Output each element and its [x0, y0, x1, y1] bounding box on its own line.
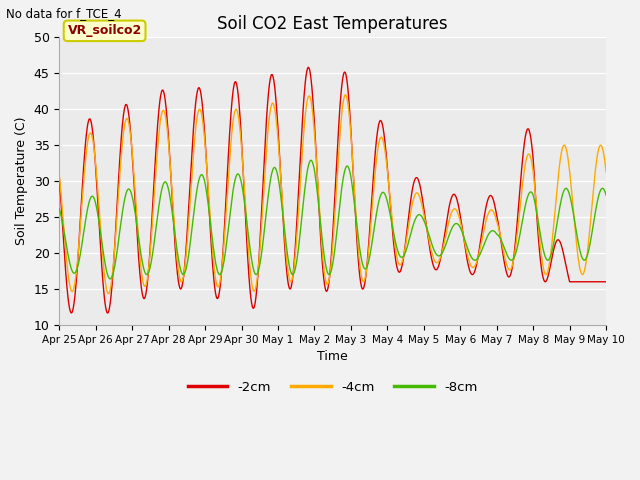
- Y-axis label: Soil Temperature (C): Soil Temperature (C): [15, 117, 28, 245]
- Text: VR_soilco2: VR_soilco2: [67, 24, 141, 37]
- Legend: -2cm, -4cm, -8cm: -2cm, -4cm, -8cm: [182, 375, 483, 399]
- Text: No data for f_TCE_4: No data for f_TCE_4: [6, 7, 122, 20]
- Title: Soil CO2 East Temperatures: Soil CO2 East Temperatures: [218, 15, 448, 33]
- X-axis label: Time: Time: [317, 350, 348, 363]
